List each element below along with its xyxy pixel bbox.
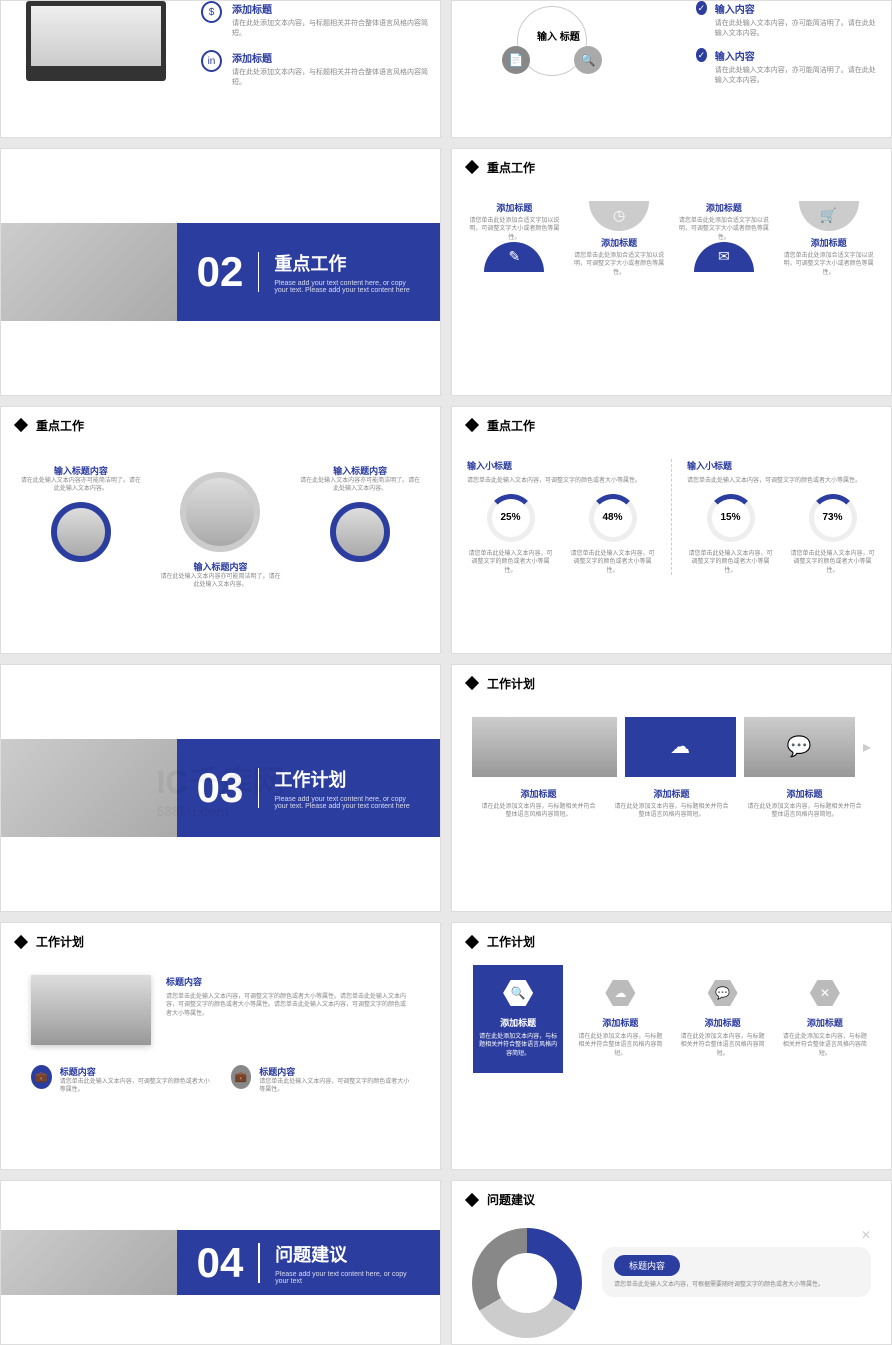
diamond-icon	[14, 418, 28, 432]
slide-title: 重点工作	[487, 159, 535, 176]
divider-image	[1, 223, 177, 321]
chevron-right-icon: ▸	[863, 737, 871, 757]
laptop-illustration	[16, 0, 176, 91]
slide-8[interactable]: 工作计划 ☁ 💬 ▸ 添加标题请在此处添加文本内容，与标题相关并符合整体语言风格…	[451, 664, 892, 912]
content-pill: 标题内容	[614, 1255, 680, 1276]
slide-divider-02[interactable]: 02 重点工作Please add your text content here…	[0, 148, 441, 396]
donut-chart	[472, 1228, 582, 1338]
circle-image-large	[180, 472, 260, 552]
slide-divider-04[interactable]: 04 问题建议Please add your text content here…	[0, 1180, 441, 1345]
cloud-icon-block: ☁	[625, 717, 736, 777]
search-icon: 🔍	[574, 46, 602, 74]
diamond-icon	[465, 1192, 479, 1206]
diamond-icon	[465, 418, 479, 432]
slide-10[interactable]: 工作计划 🔍添加标题请在此处添加文本内容，与标题相关并符合整体语言风格内容简短。…	[451, 922, 892, 1170]
slide-divider-03[interactable]: 03 工作计划Please add your text content here…	[0, 664, 441, 912]
close-icon: ✕	[602, 1228, 871, 1242]
chat-icon-block: 💬	[744, 717, 855, 777]
content-image	[31, 975, 151, 1045]
content-items: $添加标题请在此处添加文本内容，与标题相关并符合整体语言风格内容简短。 in添加…	[201, 1, 430, 99]
circle-diagram: 输入 标题 📄 🔍	[502, 6, 602, 76]
diamond-icon	[465, 676, 479, 690]
section-number: 02	[197, 248, 244, 296]
linkedin-icon: in	[201, 50, 222, 72]
slide-thumbnails-grid: $添加标题请在此处添加文本内容，与标题相关并符合整体语言风格内容简短。 in添加…	[0, 0, 892, 1345]
section-title: 重点工作	[274, 250, 420, 276]
slide-2[interactable]: 输入 标题 📄 🔍 ✓输入内容请在此处输入文本内容，亦可能简洁明了。请在此处输入…	[451, 0, 892, 138]
circle-image	[51, 502, 111, 562]
check-icon: ✓	[696, 1, 707, 15]
check-icon: ✓	[696, 48, 707, 62]
content-image	[472, 717, 617, 777]
diamond-icon	[14, 934, 28, 948]
slide-4[interactable]: 重点工作 添加标题请您单击此处添加合适文字加以说明，可调整文字大小或者颜色等属性…	[451, 148, 892, 396]
slide-6[interactable]: 重点工作 输入小标题请您单击此处输入文本内容，可调整文字的颜色或者大小等属性。2…	[451, 406, 892, 654]
divider-image	[1, 1230, 177, 1295]
circle-image	[330, 502, 390, 562]
slide-5[interactable]: 重点工作 输入标题内容请在此处输入文本内容亦可能简洁明了。请在此处输入文本内容。…	[0, 406, 441, 654]
briefcase-icon: 💼	[231, 1065, 252, 1089]
slide-9[interactable]: 工作计划 标题内容请您单击此处输入文本内容，可调整文字的颜色或者大小等属性。请您…	[0, 922, 441, 1170]
divider-image	[1, 739, 177, 837]
diamond-icon	[465, 934, 479, 948]
slide-12[interactable]: 问题建议 ✕ 标题内容 请您单击此处输入文本内容，可根据需要随时调整文字的颜色或…	[451, 1180, 892, 1345]
dollar-icon: $	[201, 1, 222, 23]
doc-icon: 📄	[502, 46, 530, 74]
diamond-icon	[465, 160, 479, 174]
briefcase-icon: 💼	[31, 1065, 52, 1089]
item-title: 添加标题	[232, 1, 430, 16]
slide-1[interactable]: $添加标题请在此处添加文本内容，与标题相关并符合整体语言风格内容简短。 in添加…	[0, 0, 441, 138]
